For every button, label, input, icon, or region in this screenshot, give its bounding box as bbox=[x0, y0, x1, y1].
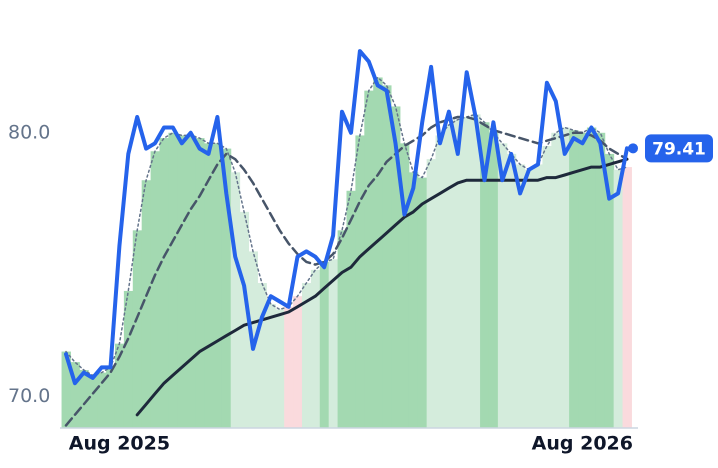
regime-bar bbox=[435, 135, 445, 428]
x-tick-label: Aug 2026 bbox=[532, 433, 633, 455]
y-tick-label: 70.0 bbox=[8, 385, 50, 407]
regime-bar bbox=[195, 138, 205, 428]
regime-bar bbox=[328, 259, 339, 428]
regime-bar bbox=[613, 169, 624, 428]
regime-bar bbox=[159, 138, 169, 428]
regime-bar bbox=[141, 180, 152, 428]
last-value-label: 79.41 bbox=[652, 139, 706, 159]
regime-bar bbox=[230, 172, 241, 428]
regime-bar bbox=[453, 119, 463, 428]
regime-bar bbox=[515, 164, 526, 429]
labels: 70.0 80.0 Aug 2025 Aug 2026 79.41 bbox=[8, 121, 713, 455]
series-line bbox=[64, 49, 629, 386]
regime-bar bbox=[319, 261, 330, 428]
regime-bar bbox=[399, 143, 410, 428]
regime-bar bbox=[604, 153, 615, 428]
regime-bar bbox=[471, 114, 481, 429]
regime-bar bbox=[212, 143, 223, 428]
series-line bbox=[64, 115, 629, 427]
regime-bar bbox=[595, 132, 606, 428]
regime-bar bbox=[177, 135, 187, 428]
series-line bbox=[135, 157, 629, 417]
regime-bar bbox=[497, 143, 508, 428]
regime-bar bbox=[106, 367, 116, 428]
regime-bar bbox=[61, 351, 71, 428]
regime-bar bbox=[524, 169, 534, 428]
regime-bar bbox=[622, 167, 632, 428]
regime-bar bbox=[204, 143, 214, 428]
regime-bar bbox=[542, 145, 552, 428]
regime-bar bbox=[364, 90, 374, 429]
regime-bar bbox=[391, 106, 401, 429]
regime-bar bbox=[355, 135, 365, 428]
regime-bar bbox=[301, 283, 312, 428]
x-tick-label: Aug 2025 bbox=[69, 433, 170, 455]
regime-bar bbox=[150, 151, 160, 428]
regime-bar bbox=[88, 375, 98, 428]
regime-bar bbox=[257, 283, 267, 428]
last-value-badge bbox=[645, 134, 713, 163]
regime-bar bbox=[569, 130, 579, 428]
regime-bar bbox=[417, 177, 428, 428]
regime-bar bbox=[275, 309, 285, 428]
regime-bar bbox=[310, 269, 321, 428]
regime-bar bbox=[533, 164, 543, 429]
regime-bar bbox=[506, 153, 517, 428]
regime-bar bbox=[560, 127, 570, 428]
regime-bar bbox=[239, 211, 250, 428]
regime-bar bbox=[70, 362, 80, 428]
regime-bar bbox=[488, 132, 499, 428]
regime-bar bbox=[114, 343, 125, 428]
regime-bar bbox=[551, 132, 561, 428]
regime-bar bbox=[266, 304, 276, 428]
regime-bar bbox=[586, 127, 597, 428]
regime-bar bbox=[408, 172, 419, 428]
regime-bar bbox=[123, 290, 134, 428]
regime-bar bbox=[382, 85, 392, 429]
regime-bar bbox=[132, 230, 143, 428]
regime-bar bbox=[426, 159, 437, 428]
regime-bar bbox=[79, 370, 89, 428]
regime-bar bbox=[221, 148, 232, 429]
regime-bars bbox=[61, 77, 632, 429]
regime-bar bbox=[337, 230, 347, 428]
regime-bar bbox=[284, 306, 294, 428]
regime-bar bbox=[480, 122, 490, 429]
regime-bar bbox=[293, 296, 303, 428]
regime-bar bbox=[373, 77, 383, 428]
regime-bar bbox=[578, 132, 588, 428]
regime-bar bbox=[168, 132, 178, 428]
regime-bar bbox=[444, 124, 454, 428]
last-point bbox=[628, 143, 638, 154]
lines bbox=[64, 49, 629, 427]
regime-bar bbox=[346, 190, 356, 428]
regime-bar bbox=[186, 135, 196, 428]
regime-bar bbox=[97, 372, 107, 428]
regime-bar bbox=[462, 116, 472, 428]
y-tick-label: 80.0 bbox=[8, 121, 50, 143]
